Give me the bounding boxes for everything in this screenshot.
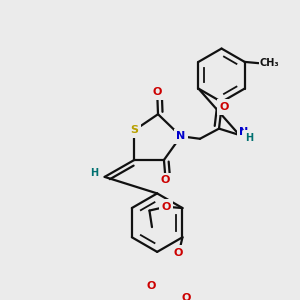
Text: S: S [130,125,138,135]
Text: O: O [219,102,229,112]
Text: CH₃: CH₃ [260,58,280,68]
Text: O: O [161,175,170,185]
Text: O: O [146,280,155,291]
Text: O: O [152,87,162,97]
Text: O: O [182,293,191,300]
Text: H: H [245,133,253,143]
Text: N: N [239,127,248,137]
Text: H: H [90,168,98,178]
Text: O: O [161,202,171,212]
Text: N: N [176,131,185,141]
Text: O: O [174,248,183,257]
